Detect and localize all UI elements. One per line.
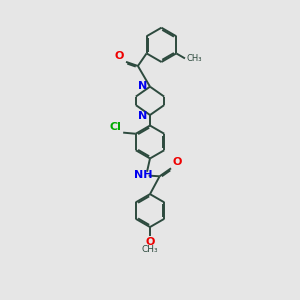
Text: O: O [145,237,155,247]
Text: O: O [172,157,182,167]
Text: O: O [115,51,124,61]
Text: CH₃: CH₃ [186,54,202,63]
Text: N: N [138,81,147,91]
Text: NH: NH [134,170,153,180]
Text: Cl: Cl [110,122,122,132]
Text: CH₃: CH₃ [142,245,158,254]
Text: N: N [138,111,147,121]
